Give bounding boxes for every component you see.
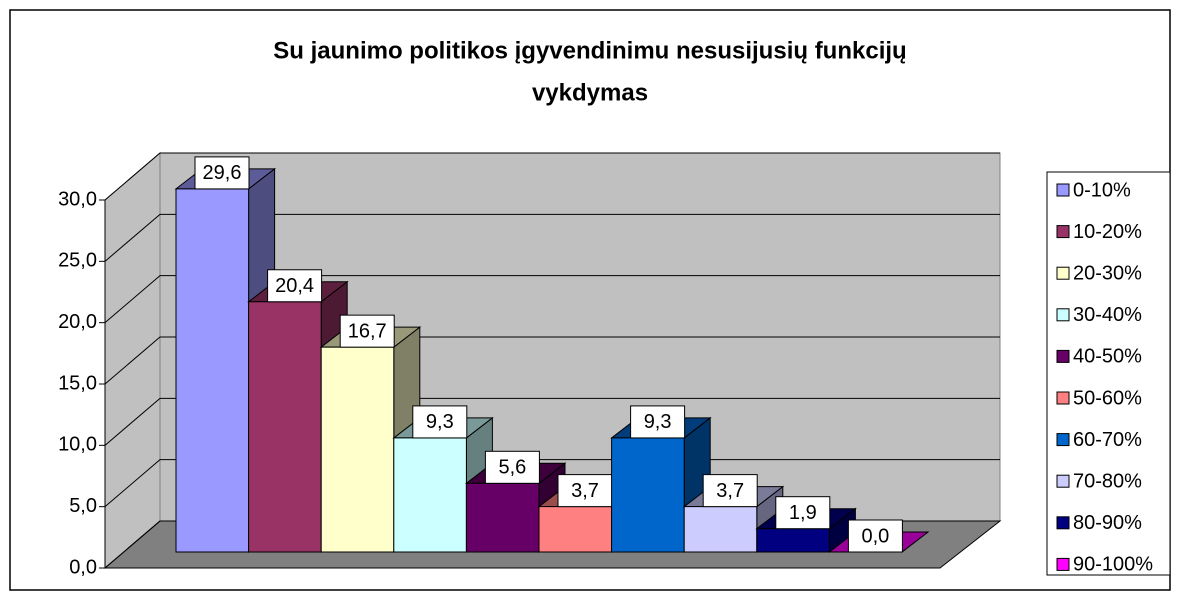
legend-swatch	[1056, 516, 1070, 530]
bar	[320, 346, 395, 553]
legend-swatch	[1056, 183, 1070, 197]
value-label: 29,6	[203, 162, 242, 184]
value-label-box	[194, 156, 250, 190]
bar	[175, 188, 250, 553]
value-label-box	[267, 269, 323, 303]
value-label: 3,7	[571, 480, 599, 502]
value-label: 3,7	[716, 480, 744, 502]
y-tick-label: 5,0	[69, 495, 97, 517]
value-label-box	[557, 474, 613, 508]
grid-line	[104, 397, 1000, 446]
legend-box	[1046, 171, 1171, 576]
bar	[683, 506, 758, 553]
bar	[538, 506, 613, 553]
bar	[611, 437, 685, 553]
legend-label: 90-100%	[1073, 554, 1153, 576]
grid-line	[104, 459, 1000, 508]
legend-label: 10-20%	[1073, 221, 1142, 243]
value-label: 0,0	[861, 525, 889, 547]
legend-label: 50-60%	[1073, 387, 1142, 409]
bar	[465, 482, 540, 553]
value-label-box	[630, 405, 686, 439]
legend-label: 40-50%	[1073, 346, 1142, 368]
legend-label: 80-90%	[1073, 512, 1142, 534]
bar	[756, 528, 830, 553]
value-label: 20,4	[275, 275, 314, 297]
legend-swatch	[1056, 391, 1070, 405]
grid-line	[104, 152, 1000, 201]
legend-swatch	[1056, 474, 1070, 488]
legend-label: 70-80%	[1073, 470, 1142, 492]
legend-swatch	[1056, 349, 1070, 363]
y-tick-label: 30,0	[58, 188, 97, 210]
value-label-box	[702, 474, 758, 508]
value-label-box	[775, 496, 831, 530]
value-label-box	[484, 450, 540, 484]
value-label-box	[339, 314, 395, 348]
y-tick-label: 15,0	[58, 372, 97, 394]
legend-swatch	[1056, 266, 1070, 280]
bar	[248, 301, 322, 553]
legend-label: 20-30%	[1073, 262, 1142, 284]
y-tick-label: 20,0	[58, 311, 97, 333]
grid-line	[104, 275, 1000, 324]
chart-title: Su jaunimo politikos įgyvendinimu nesusi…	[273, 37, 906, 64]
y-tick-label: 25,0	[58, 250, 97, 272]
chart-title: vykdymas	[532, 79, 648, 106]
legend-swatch	[1056, 308, 1070, 322]
value-label: 9,3	[426, 411, 454, 433]
value-label: 9,3	[644, 411, 672, 433]
legend-label: 60-70%	[1073, 429, 1142, 451]
legend-swatch	[1056, 557, 1070, 571]
legend-label: 30-40%	[1073, 304, 1142, 326]
value-label: 1,9	[789, 502, 817, 524]
legend-swatch	[1056, 225, 1070, 239]
y-tick-label: 10,0	[58, 434, 97, 456]
grid-line	[104, 336, 1000, 385]
y-tick-label: 0,0	[69, 556, 97, 578]
grid-line	[104, 213, 1000, 262]
legend-label: 0-10%	[1073, 179, 1131, 201]
value-label: 16,7	[348, 320, 387, 342]
bar	[393, 437, 467, 553]
legend-swatch	[1056, 433, 1070, 447]
value-label-box	[412, 405, 468, 439]
value-label: 5,6	[498, 457, 526, 479]
value-label-box	[847, 519, 903, 553]
